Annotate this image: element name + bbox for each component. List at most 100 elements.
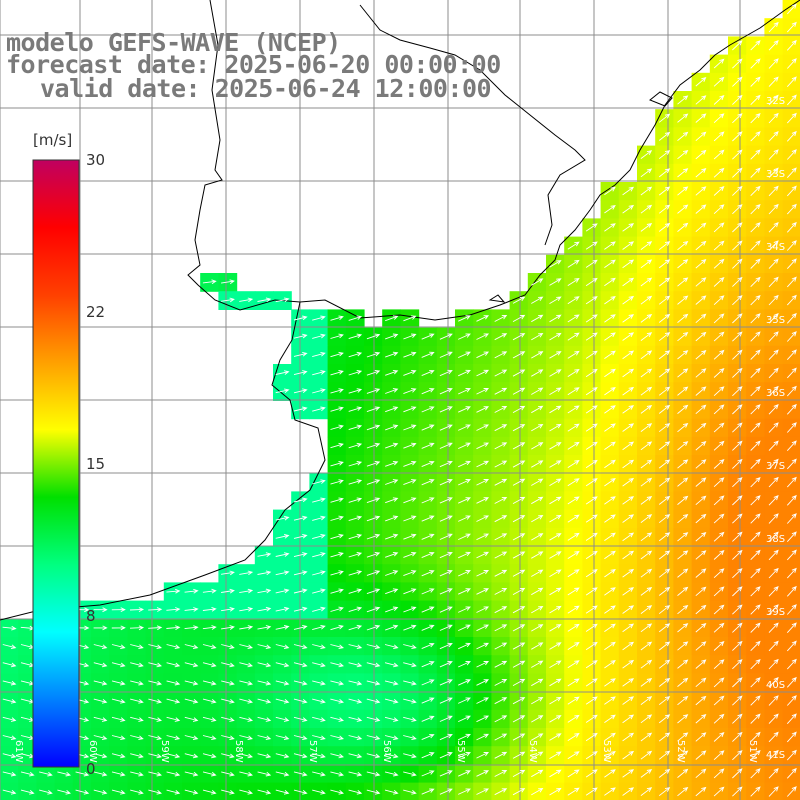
wind-arrow [567, 551, 580, 559]
wind-arrow [348, 789, 363, 795]
latitude-label: 34S [766, 242, 785, 253]
wind-arrow [677, 313, 689, 323]
wind-arrow [476, 624, 490, 632]
wind-arrow [658, 477, 671, 487]
wind-speed-cell [327, 782, 347, 800]
wind-arrow [713, 386, 725, 397]
wind-arrow [732, 167, 743, 178]
wind-arrow [458, 606, 471, 613]
wind-arrow [458, 479, 471, 486]
wind-arrow [750, 640, 761, 652]
wind-arrow [293, 606, 308, 612]
wind-arrow [330, 771, 344, 777]
wind-arrow [439, 497, 453, 504]
wind-arrow [202, 279, 217, 285]
wind-arrow [732, 713, 743, 724]
wind-speed-cell [0, 782, 19, 800]
wind-arrow [786, 312, 797, 324]
wind-arrow [239, 698, 253, 704]
wind-arrow [768, 458, 779, 470]
wind-arrow [585, 569, 598, 578]
wind-arrow [366, 333, 381, 340]
wind-arrow [275, 716, 290, 722]
wind-speed-cell [36, 782, 56, 800]
wind-arrow [293, 662, 308, 668]
wind-arrow [385, 606, 399, 613]
wind-arrow [585, 696, 598, 705]
wind-arrow [476, 533, 490, 541]
wind-arrow [640, 295, 653, 305]
wind-arrow [166, 588, 181, 594]
wind-arrow [312, 497, 326, 503]
wind-arrow [330, 789, 344, 795]
wind-arrow [494, 697, 508, 705]
wind-speed-cell [163, 782, 183, 800]
wind-arrow [677, 222, 689, 232]
wind-arrow [750, 404, 761, 415]
wind-arrow [330, 552, 344, 558]
wind-arrow [93, 607, 108, 613]
wind-arrow [658, 750, 671, 760]
wind-arrow [640, 441, 653, 451]
wind-arrow [439, 406, 453, 413]
wind-arrow [549, 605, 562, 614]
wind-arrow [695, 495, 707, 506]
wind-arrow [604, 678, 616, 687]
wind-arrow [494, 478, 508, 486]
wind-arrow [348, 406, 363, 412]
wind-arrow [148, 789, 162, 795]
wind-arrow [293, 388, 308, 394]
wind-arrow [366, 552, 381, 558]
wind-arrow [695, 186, 707, 196]
wind-arrow [421, 533, 435, 540]
wind-arrow [421, 460, 435, 468]
wind-arrow [786, 39, 797, 51]
wind-arrow [695, 131, 707, 142]
wind-arrow [658, 113, 671, 123]
wind-arrow [458, 369, 471, 377]
wind-arrow [148, 771, 162, 777]
wind-arrow [439, 715, 453, 722]
wind-arrow [768, 549, 779, 561]
wind-arrow [604, 387, 616, 396]
wind-arrow [768, 786, 779, 797]
wind-arrow [677, 513, 689, 524]
wind-arrow [366, 424, 381, 431]
wind-arrow [604, 259, 616, 268]
wind-arrow [494, 569, 508, 577]
wind-arrow [604, 641, 616, 651]
wind-arrow [148, 644, 162, 650]
wind-arrow [786, 21, 797, 33]
wind-arrow [750, 713, 761, 724]
wind-arrow [184, 680, 199, 686]
wind-arrow [330, 333, 344, 339]
wind-arrow [713, 622, 725, 633]
wind-arrow [348, 624, 363, 631]
coastline-argentina [0, 301, 326, 621]
wind-arrow [403, 680, 417, 686]
wind-arrow [567, 660, 580, 669]
wind-arrow [640, 532, 653, 542]
wind-arrow [293, 552, 308, 558]
wind-arrow [786, 713, 797, 725]
wind-arrow [768, 40, 779, 51]
wind-arrow [750, 258, 761, 269]
wind-arrow [768, 276, 779, 288]
wind-arrow [2, 680, 17, 686]
wind-arrow [604, 441, 616, 450]
wind-arrow [604, 368, 616, 378]
wind-arrow [732, 549, 743, 560]
wind-arrow [476, 388, 490, 395]
wind-arrow [476, 442, 490, 450]
wind-arrow [403, 442, 417, 449]
latitude-label: 41S [766, 750, 785, 761]
wind-arrow [713, 149, 725, 160]
wind-arrow [549, 351, 562, 359]
wind-arrow [786, 585, 797, 597]
wind-arrow [713, 349, 725, 360]
wind-arrow [695, 550, 707, 560]
wind-arrow [421, 624, 435, 631]
wind-arrow [293, 515, 308, 521]
wind-arrow [713, 276, 725, 287]
wind-arrow [221, 698, 235, 704]
